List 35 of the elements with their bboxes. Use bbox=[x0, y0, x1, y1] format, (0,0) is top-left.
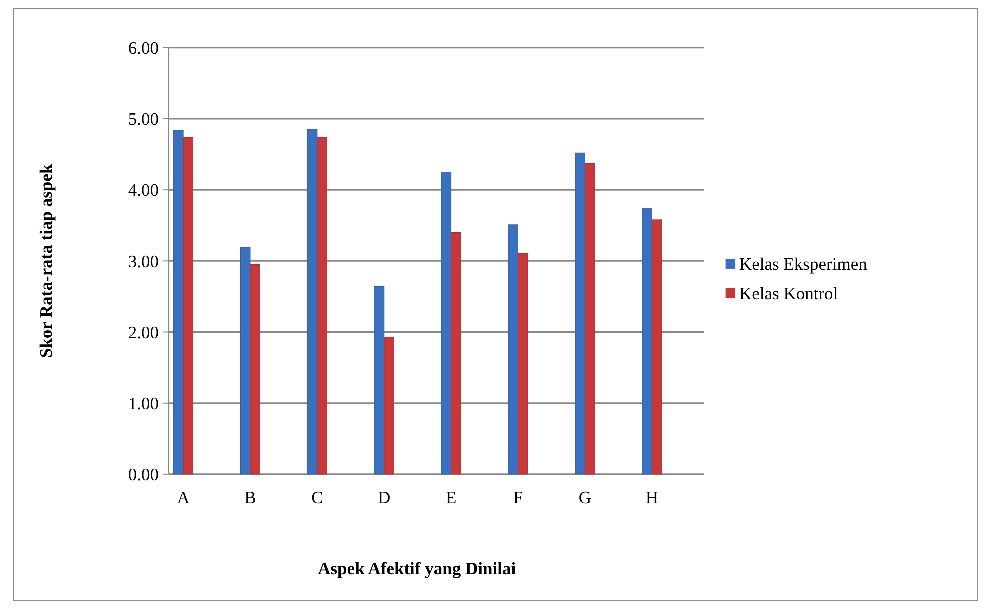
x-tick-label: H bbox=[646, 488, 659, 508]
bar bbox=[575, 152, 586, 475]
bar bbox=[374, 286, 385, 475]
y-tick-label: 2.00 bbox=[128, 322, 160, 342]
bar bbox=[250, 264, 260, 475]
bar bbox=[451, 232, 462, 475]
bar bbox=[508, 224, 519, 475]
bar bbox=[584, 164, 596, 475]
legend-label: Kelas Eksperimen bbox=[739, 254, 868, 274]
bar bbox=[518, 253, 528, 475]
bar bbox=[183, 137, 194, 475]
bar bbox=[384, 336, 394, 475]
y-axis-title: Skor Rata-rata tiap aspek bbox=[36, 164, 56, 358]
bar bbox=[441, 172, 452, 475]
x-tick-label: G bbox=[578, 488, 592, 508]
y-tick-label: 4.00 bbox=[128, 180, 160, 200]
y-tick-label: 5.00 bbox=[128, 109, 160, 130]
x-tick-label: F bbox=[513, 488, 524, 508]
bar bbox=[642, 208, 652, 475]
y-tick-label: 0.00 bbox=[128, 464, 160, 485]
x-tick-label: D bbox=[378, 488, 391, 508]
x-tick-label: B bbox=[244, 488, 256, 508]
y-tick-label: 1.00 bbox=[128, 393, 160, 414]
x-tick-label: C bbox=[312, 488, 324, 508]
bar bbox=[317, 137, 328, 475]
bar bbox=[307, 129, 318, 475]
bar bbox=[652, 220, 662, 475]
bar bbox=[240, 247, 251, 475]
bar bbox=[174, 130, 184, 475]
legend-label: Kelas Kontrol bbox=[739, 283, 838, 304]
y-tick-label: 3.00 bbox=[128, 251, 160, 272]
y-tick-label: 6.00 bbox=[128, 38, 160, 58]
x-axis-title: Aspek Afektif yang Dinilai bbox=[318, 558, 516, 579]
x-tick-label: E bbox=[446, 488, 457, 508]
x-tick-label: A bbox=[177, 488, 190, 508]
